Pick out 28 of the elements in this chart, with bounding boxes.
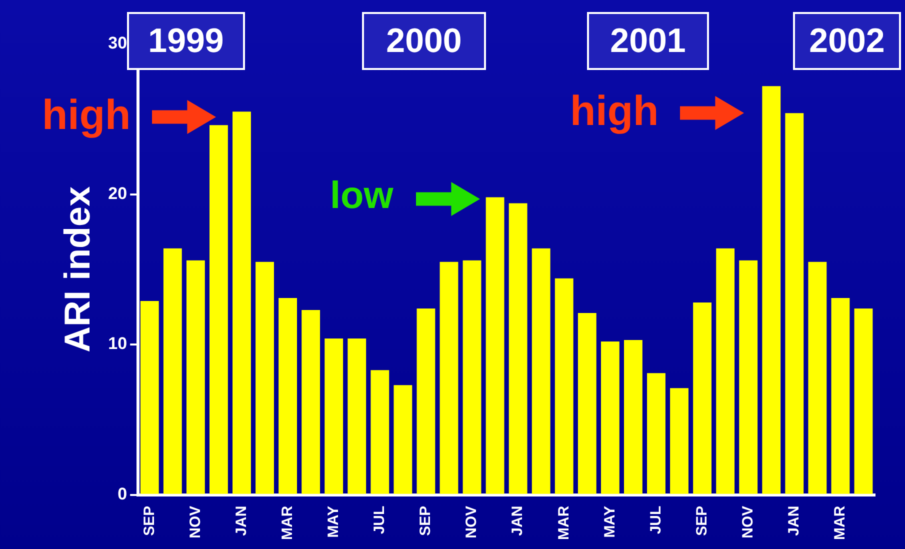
annotation: 2000	[362, 12, 486, 70]
x-tick-label: MAR	[555, 506, 572, 540]
x-tick-label: JUL	[371, 506, 388, 534]
x-tick-label: NOV	[463, 506, 480, 538]
annotation: 2001	[587, 12, 709, 70]
x-tick-label: SEP	[140, 506, 158, 536]
x-tick-label: JAN	[786, 506, 803, 536]
x-tick-label: SEP	[693, 506, 710, 536]
y-tick-label: 30	[108, 34, 128, 53]
y-tick-label: 0	[118, 484, 128, 504]
x-tick-label: MAR	[832, 506, 849, 540]
annotation: low	[330, 175, 394, 218]
x-tick-label: MAR	[278, 506, 296, 540]
y-tick-label: 10	[108, 334, 128, 354]
x-tick-label: JAN	[509, 506, 526, 536]
y-axis-title: ARI index	[56, 186, 98, 352]
x-tick-label: MAY	[324, 506, 342, 538]
annotation: 1999	[127, 12, 245, 70]
text: high	[42, 91, 131, 138]
y-tick-label: 20	[108, 184, 128, 203]
x-tick-label: NOV	[186, 506, 204, 538]
annotation: high	[570, 87, 659, 134]
x-tick-label: SEP	[417, 506, 434, 536]
x-tick-label: MAY	[601, 506, 618, 538]
x-tick-label: JUL	[647, 506, 664, 534]
x-tick-label: NOV	[739, 506, 756, 538]
x-tick-label: JAN	[232, 506, 250, 536]
annotation: 2002	[793, 12, 901, 70]
